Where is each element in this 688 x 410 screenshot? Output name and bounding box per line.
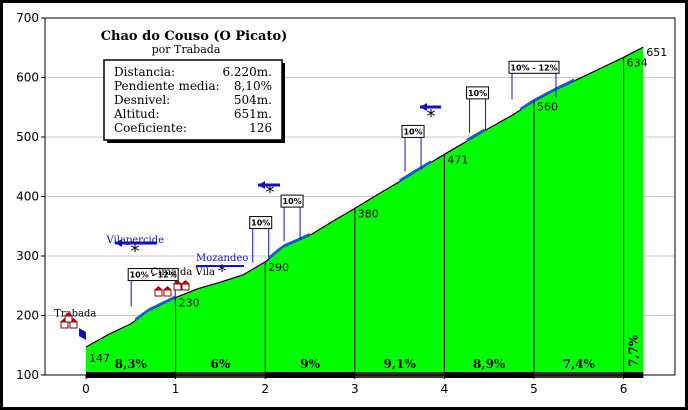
y-tick-label: 100	[16, 368, 39, 382]
place-label: Cima da Vila	[151, 267, 215, 278]
stats-box-frame	[103, 59, 283, 141]
y-tick-label: 400	[16, 190, 39, 204]
x-tick-label: 2	[261, 382, 269, 396]
ramp-label: 10%	[403, 127, 422, 136]
km-altitude-label: 147	[89, 352, 110, 365]
grade-label: 7,7%	[626, 334, 640, 367]
start-arrow	[79, 328, 86, 340]
ramp-label-box	[249, 216, 273, 230]
ramp-label: 10%	[468, 89, 487, 98]
km-altitude-label: 471	[447, 153, 468, 166]
ramp-label: 10% - 12%	[510, 63, 557, 72]
grade-label: 9,1%	[383, 357, 416, 371]
steep-section-highlight	[134, 295, 177, 321]
ramp-label-box	[466, 86, 490, 100]
km-altitude-label: 634	[627, 56, 648, 69]
stat-label: Pendiente media:	[114, 79, 220, 93]
house-icon	[181, 283, 190, 291]
stat-value: 504m.	[234, 93, 272, 107]
grade-label: 6%	[211, 357, 231, 371]
star-marker: *	[131, 241, 140, 262]
profile-area	[85, 46, 644, 375]
y-tick-label: 500	[16, 130, 39, 144]
stat-value: 6.220m.	[222, 65, 272, 79]
x-tick-label: 1	[172, 382, 180, 396]
steep-section-highlight	[268, 233, 311, 259]
house-icon	[69, 321, 78, 329]
chart-title: Chao do Couso (O Picato)	[101, 29, 288, 44]
star-marker: *	[427, 106, 436, 127]
stat-value: 8,10%	[234, 79, 272, 93]
x-tick-label: 3	[351, 382, 359, 396]
chart-subtitle: por Trabada	[152, 43, 221, 56]
ramp-label-box	[401, 124, 425, 138]
star-marker: *	[266, 182, 275, 203]
house-roof-icon	[154, 286, 163, 290]
y-tick-label: 300	[16, 249, 39, 263]
grade-label: 8,3%	[115, 357, 148, 371]
stat-value: 651m.	[234, 107, 272, 121]
stats-box: Chao do Couso (O Picato) por Trabada Dis…	[101, 29, 288, 143]
wind-arrow-head	[115, 239, 122, 247]
km-altitude-label: 290	[268, 261, 289, 274]
y-tick-label: 200	[16, 309, 39, 323]
place-label: Trabada	[54, 309, 96, 320]
stat-label: Desnivel:	[114, 93, 170, 107]
annotations: 10% - 12% 10% 10% 10% 10% 10% - 12% * * * * Trabad…	[54, 60, 560, 340]
km-altitude-label: 560	[537, 100, 558, 113]
km-altitude-label: 651	[646, 46, 667, 59]
ramp-label-box	[508, 60, 560, 74]
wind-arrow-head	[420, 103, 427, 111]
stat-value: 126	[249, 121, 272, 135]
x-tick-label: 4	[441, 382, 449, 396]
house-icon	[163, 289, 172, 297]
house-roof-icon	[173, 280, 182, 284]
stat-label: Altitud:	[113, 107, 159, 121]
km-altitude-label: 230	[179, 297, 200, 310]
ramp-label: 10%	[283, 197, 302, 206]
house-icon	[60, 321, 69, 329]
y-tick-label: 600	[16, 71, 39, 85]
km-altitude-label: 380	[358, 207, 379, 220]
steep-section-highlight	[398, 160, 432, 182]
steep-section-highlight	[519, 78, 575, 110]
place-label: Vilapercide	[105, 235, 164, 246]
house-icon	[154, 289, 163, 297]
ramp-label-box	[280, 194, 304, 208]
stat-label: Coeficiente:	[114, 121, 187, 135]
wind-arrow-head	[258, 181, 265, 189]
house-roof-icon	[163, 286, 172, 290]
house-roof-icon	[181, 280, 190, 284]
grade-label: 7,4%	[563, 357, 596, 371]
x-tick-label: 6	[620, 382, 628, 396]
y-tick-label: 700	[16, 11, 39, 25]
x-tick-label: 5	[530, 382, 538, 396]
house-icon	[64, 315, 73, 323]
x-tick-label: 0	[82, 382, 90, 396]
steep-section-highlight	[466, 128, 486, 142]
star-marker: *	[218, 261, 227, 282]
house-roof-icon	[64, 312, 73, 316]
ramp-label-box	[127, 268, 179, 282]
stat-label: Distancia:	[114, 65, 175, 79]
ramp-label: 10%	[251, 219, 270, 228]
profile-fill	[86, 47, 644, 375]
grade-label: 8,9%	[473, 357, 506, 371]
ramp-label: 10% - 12%	[130, 271, 177, 280]
place-label: Mozandeo	[196, 253, 248, 264]
house-icon	[173, 283, 182, 291]
grade-label: 9%	[300, 357, 320, 371]
axes: 100 200 300 400 500 600 700 0 1 2 3 4 5 6	[16, 11, 676, 396]
